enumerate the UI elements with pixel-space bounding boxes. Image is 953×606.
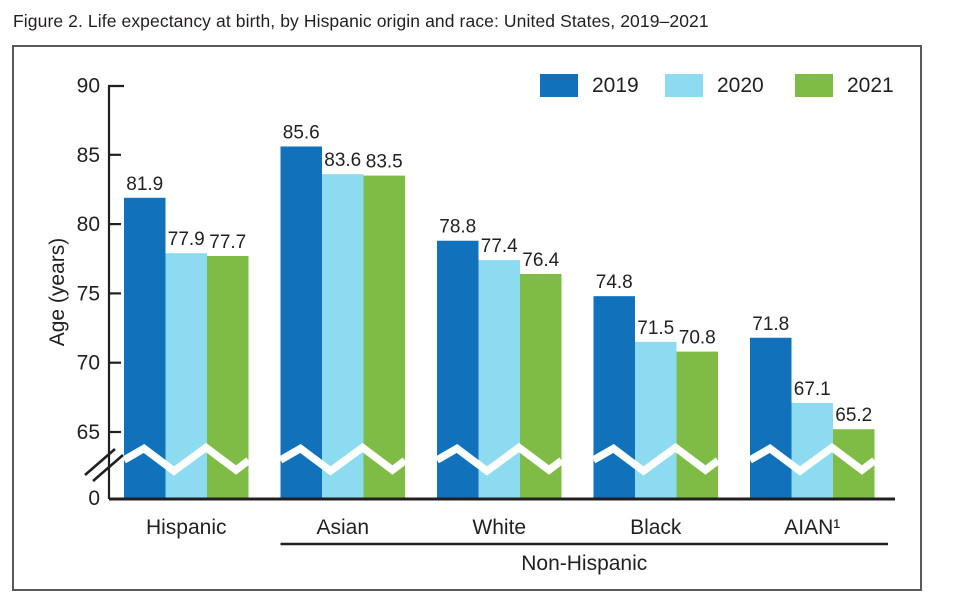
y-tick-label-zero: 0	[88, 487, 100, 510]
category-label-aian: AIAN¹	[784, 516, 840, 539]
value-label-black-2019: 74.8	[596, 272, 633, 293]
category-label-white: White	[472, 516, 526, 539]
legend-swatch-2019	[540, 74, 578, 97]
axis-break-zigzag	[122, 442, 251, 476]
bar-black-2021	[676, 351, 718, 499]
legend-label-2019: 2019	[592, 74, 639, 97]
y-tick-label-70: 70	[77, 352, 100, 375]
axis-break-zigzag	[591, 442, 721, 476]
legend-label-2020: 2020	[717, 74, 764, 97]
axis-break-zigzag	[748, 442, 877, 476]
non-hispanic-label: Non-Hispanic	[521, 552, 647, 575]
value-label-white-2019: 78.8	[439, 217, 476, 238]
y-axis-line	[107, 84, 124, 499]
axis-break-zigzag	[278, 442, 408, 476]
value-label-hispanic-2020: 77.9	[168, 229, 205, 250]
y-tick-label-90: 90	[77, 75, 100, 98]
value-label-white-2020: 77.4	[481, 236, 518, 257]
value-label-aian-2019: 71.8	[752, 314, 789, 335]
value-label-hispanic-2021: 77.7	[209, 232, 246, 253]
axis-break-mark	[84, 448, 116, 476]
value-label-aian-2020: 67.1	[794, 379, 831, 400]
axis-break-zigzag	[435, 442, 564, 476]
figure-title: Figure 2. Life expectancy at birth, by H…	[13, 11, 709, 31]
legend-swatch-2020	[665, 74, 703, 97]
y-tick-label-65: 65	[77, 421, 100, 444]
bar-aian-2019	[750, 337, 792, 499]
life-expectancy-bar-chart: 81.9 85.6 78.8 74.8 71.8 77.9 83.6 77.4 71.5 67.1…	[46, 74, 895, 575]
bar-asian-2019	[280, 146, 322, 499]
value-label-hispanic-2019: 81.9	[126, 174, 163, 195]
category-label-asian: Asian	[316, 516, 369, 539]
y-tick-label-80: 80	[77, 213, 100, 236]
category-label-black: Black	[630, 516, 682, 539]
bar-black-2020	[635, 341, 677, 499]
value-label-asian-2020: 83.6	[324, 150, 361, 171]
value-label-black-2021: 70.8	[679, 328, 716, 349]
bar-black-2019	[593, 296, 635, 499]
y-axis-title: Age (years)	[46, 238, 69, 347]
bar-asian-2021	[363, 175, 405, 499]
chart-frame: 81.9 85.6 78.8 74.8 71.8 77.9 83.6 77.4 71.5 67.1…	[12, 45, 922, 591]
value-label-black-2020: 71.5	[637, 318, 674, 339]
legend-swatch-2021	[795, 74, 833, 97]
legend-label-2021: 2021	[847, 74, 894, 97]
category-label-hispanic: Hispanic	[146, 516, 227, 539]
bar-asian-2020	[322, 174, 364, 499]
value-label-aian-2021: 65.2	[835, 405, 872, 426]
y-tick-label-75: 75	[77, 282, 100, 305]
axis-break-mark	[92, 454, 124, 482]
y-tick-label-85: 85	[77, 144, 100, 167]
value-label-asian-2019: 85.6	[283, 122, 320, 143]
bar-hispanic-2021	[207, 255, 249, 499]
value-label-white-2021: 76.4	[522, 250, 559, 271]
value-label-asian-2021: 83.5	[366, 152, 403, 173]
